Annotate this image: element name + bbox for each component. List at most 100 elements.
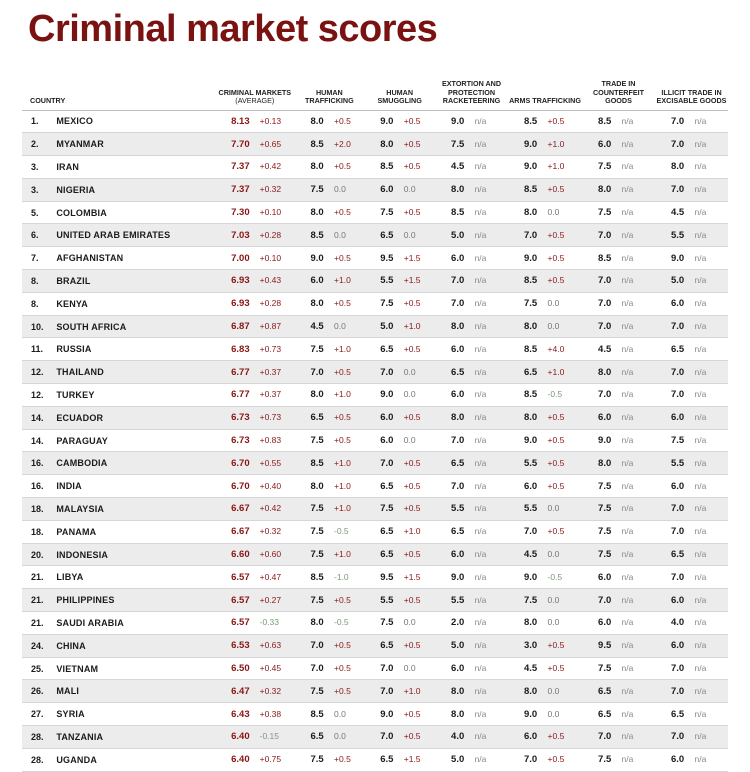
criminal-markets-cell: 6.40 -0.15 (215, 725, 295, 749)
score-value: 7.0 (310, 640, 324, 652)
score-value: 7.5 (598, 480, 612, 492)
score-value: 6.5 (670, 549, 685, 561)
score-value: 7.0 (524, 754, 538, 766)
score-change: n/a (621, 731, 634, 742)
score-value: 7.5 (524, 594, 538, 606)
score-value: 7.0 (598, 594, 612, 606)
score-value: 7.5 (310, 343, 324, 355)
score-change: +0.5 (334, 685, 351, 696)
score-value: 7.5 (380, 617, 394, 629)
criminal-markets-cell: 6.93 +0.43 (215, 269, 295, 293)
score-value: 9.0 (524, 138, 538, 150)
counterfeit-goods-cell: 7.5 n/a (582, 748, 655, 772)
score-change: +1.0 (403, 321, 421, 332)
criminal-markets-cell: 6.70 +0.55 (215, 451, 295, 476)
score-change: n/a (474, 321, 487, 332)
criminal-markets-cell: 8.13 +0.13 (215, 110, 295, 134)
arms-trafficking-cell: 7.0 +0.5 (508, 520, 583, 544)
score-change: +0.5 (334, 435, 351, 446)
score-change: n/a (694, 366, 707, 377)
human-trafficking-cell: 8.0 +0.5 (294, 110, 365, 134)
score-change: n/a (474, 754, 487, 765)
arms-trafficking-cell: 5.5 0.0 (508, 497, 583, 521)
score-value: 6.5 (451, 366, 465, 378)
rank-cell: 16. (22, 474, 57, 499)
score-change: n/a (474, 685, 487, 696)
human-smuggling-cell: 5.5 +1.5 (364, 269, 436, 293)
score-value: 7.0 (598, 298, 612, 310)
counterfeit-goods-cell: 7.0 n/a (582, 725, 655, 749)
score-value: 7.5 (310, 526, 324, 538)
arms-trafficking-cell: 6.5 +1.0 (508, 360, 583, 385)
counterfeit-goods-cell: 7.0 n/a (582, 292, 655, 316)
score-change: +0.45 (259, 663, 282, 674)
score-value: 7.5 (598, 549, 612, 561)
criminal-markets-cell: 6.73 +0.83 (215, 429, 295, 453)
page-title: Criminal market scores (28, 8, 438, 50)
score-change: +0.5 (334, 663, 351, 674)
score-change: +0.5 (403, 412, 421, 423)
score-value: 7.0 (598, 229, 612, 241)
excisable-goods-cell: 6.0 n/a (654, 406, 728, 430)
human-trafficking-cell: 8.5 0.0 (294, 223, 365, 248)
score-change: -0.5 (334, 617, 349, 628)
table-row: 5. COLOMBIA 7.30 +0.10 8.0 +0.5 7.5 +0.5 8.5 … (22, 201, 728, 225)
score-change: +4.0 (547, 343, 565, 354)
score-value: 8.0 (310, 389, 324, 401)
rank-cell: 8. (22, 292, 57, 316)
score-change: +1.0 (334, 275, 351, 286)
score-change: -0.5 (547, 571, 563, 582)
score-change: n/a (694, 457, 707, 468)
score-change: n/a (621, 138, 634, 149)
criminal-markets-cell: 6.60 +0.60 (215, 543, 295, 567)
score-change: +0.73 (259, 343, 282, 354)
score-value: 7.5 (670, 435, 685, 447)
score-value: 4.5 (598, 343, 612, 355)
score-change: n/a (621, 184, 634, 195)
criminal-markets-cell: 7.37 +0.32 (215, 178, 295, 202)
score-value: 6.0 (451, 343, 465, 355)
table-row: 28. TANZANIA 6.40 -0.15 6.5 0.0 7.0 +0.5 4.0 … (22, 725, 728, 749)
score-change: +0.13 (259, 115, 282, 126)
score-value: 7.5 (598, 754, 612, 766)
criminal-markets-cell: 7.00 +0.10 (215, 246, 295, 271)
score-change: 0.0 (334, 229, 346, 240)
score-change: 0.0 (403, 366, 416, 377)
arms-trafficking-cell: 8.0 0.0 (508, 315, 583, 339)
score-change: n/a (621, 663, 634, 674)
score-value: 8.13 (231, 115, 250, 127)
extortion-cell: 6.0 n/a (435, 543, 508, 567)
extortion-cell: 7.0 n/a (435, 474, 508, 499)
score-value: 5.5 (524, 457, 538, 469)
score-value: 6.5 (310, 412, 324, 424)
counterfeit-goods-cell: 6.0 n/a (582, 611, 655, 635)
score-value: 7.0 (670, 526, 685, 538)
score-value: 5.5 (670, 229, 685, 241)
human-trafficking-cell: 4.5 0.0 (294, 315, 365, 339)
score-change: -0.5 (334, 526, 349, 537)
score-change: +0.5 (547, 480, 565, 491)
score-change: +0.5 (547, 229, 565, 240)
extortion-cell: 5.0 n/a (435, 748, 508, 772)
score-value: 4.5 (310, 321, 324, 333)
score-change: +0.10 (259, 252, 282, 263)
human-trafficking-cell: 7.5 +0.5 (294, 748, 365, 772)
score-change: n/a (621, 207, 634, 218)
score-value: 7.5 (524, 298, 538, 310)
excisable-goods-cell: 7.5 n/a (654, 429, 728, 453)
score-change: n/a (621, 321, 634, 332)
country-cell: INDIA (56, 474, 216, 499)
human-trafficking-cell: 9.0 +0.5 (294, 246, 365, 271)
counterfeit-goods-cell: 7.5 n/a (582, 520, 655, 544)
extortion-cell: 2.0 n/a (435, 611, 508, 635)
arms-trafficking-cell: 9.0 +0.5 (508, 246, 583, 271)
score-value: 6.93 (231, 275, 250, 287)
score-value: 6.5 (451, 457, 465, 469)
score-change: n/a (474, 412, 487, 423)
rank-cell: 14. (22, 406, 57, 430)
score-value: 9.0 (380, 708, 394, 720)
score-value: 4.0 (451, 731, 465, 743)
score-change: +1.0 (334, 503, 351, 514)
score-change: 0.0 (334, 184, 346, 195)
score-value: 6.5 (380, 526, 394, 538)
